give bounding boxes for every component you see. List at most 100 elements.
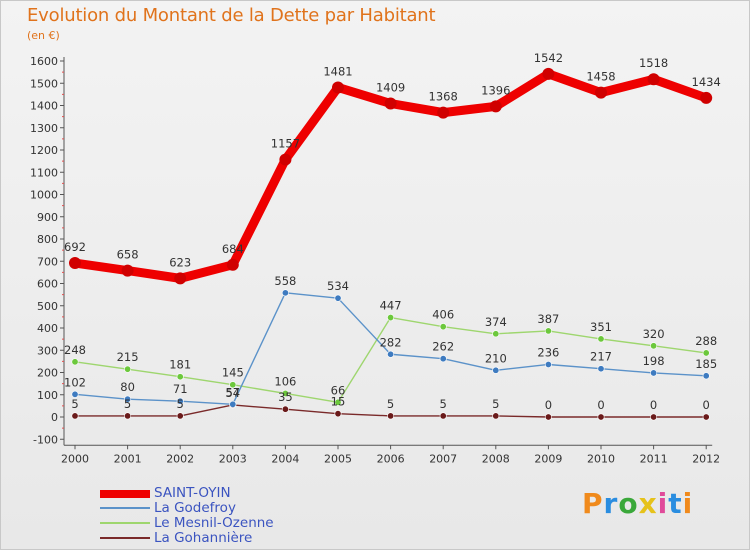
data-label: 1409 [376, 80, 405, 94]
data-label: 236 [537, 345, 559, 359]
y-tick-label: 800 [37, 233, 58, 246]
data-point [279, 153, 292, 166]
data-point [702, 349, 710, 357]
chart-title: Evolution du Montant de la Dette par Hab… [27, 5, 436, 26]
logo-letter: x [638, 487, 658, 520]
data-label: 145 [222, 366, 244, 380]
data-point [439, 323, 447, 331]
data-label: 185 [695, 357, 717, 371]
y-tick-label: 200 [37, 367, 58, 380]
data-point [69, 257, 81, 270]
x-tick-label: 2001 [114, 452, 142, 465]
data-label: 71 [173, 382, 188, 396]
data-point [334, 398, 342, 406]
data-point [124, 412, 132, 420]
logo-letter: P [582, 487, 604, 520]
x-tick-label: 2009 [534, 452, 562, 465]
logo-letter: i [657, 487, 669, 520]
data-label: 558 [274, 274, 296, 288]
data-label: 0 [650, 398, 657, 412]
data-point [700, 91, 713, 104]
data-point [174, 272, 187, 285]
data-point [647, 73, 660, 86]
data-point [281, 405, 289, 413]
data-point [124, 395, 132, 403]
data-point [492, 330, 500, 338]
data-point [702, 372, 710, 380]
legend-swatch [100, 522, 150, 524]
data-label: 80 [120, 380, 135, 394]
data-label: 288 [695, 334, 717, 348]
data-label: 692 [64, 240, 86, 254]
data-point [71, 358, 79, 366]
data-point [702, 413, 710, 421]
data-point [650, 369, 658, 377]
data-point [387, 314, 395, 322]
data-label: 248 [64, 343, 86, 357]
data-label: 351 [590, 320, 612, 334]
data-point [387, 350, 395, 358]
data-point [597, 365, 605, 373]
data-label: 320 [643, 327, 665, 341]
y-tick-label: 1400 [30, 100, 58, 113]
data-point [121, 264, 134, 277]
y-tick-label: 100 [37, 389, 58, 402]
data-label: 1518 [639, 56, 668, 70]
x-tick-label: 2010 [587, 452, 615, 465]
y-tick-label: 700 [37, 255, 58, 268]
data-label: 282 [380, 335, 402, 349]
data-point [439, 412, 447, 420]
data-point [281, 389, 289, 397]
logo-letter: r [603, 487, 619, 520]
data-point [439, 355, 447, 363]
x-tick-label: 2012 [692, 452, 720, 465]
data-point [544, 327, 552, 335]
data-label: 1481 [323, 64, 352, 78]
data-label: 5 [177, 397, 184, 411]
data-label: 15 [331, 395, 346, 409]
x-tick-label: 2004 [271, 452, 299, 465]
data-label: 5 [124, 397, 131, 411]
data-label: 181 [169, 358, 191, 372]
y-tick-label: 0 [51, 411, 58, 424]
data-label: 406 [432, 308, 454, 322]
proxiti-logo: Proxiti [582, 487, 693, 520]
data-point [542, 67, 555, 80]
y-tick-label: 500 [37, 300, 58, 313]
x-tick-label: 2000 [61, 452, 89, 465]
x-tick-label: 2008 [482, 452, 510, 465]
data-label: 684 [222, 242, 244, 256]
data-label: 1434 [692, 75, 721, 89]
data-label: 57 [225, 385, 240, 399]
data-point [544, 360, 552, 368]
y-tick-label: 1300 [30, 122, 58, 135]
y-tick-label: 900 [37, 211, 58, 224]
legend-label: La Godefroy [154, 500, 236, 516]
y-tick-label: 600 [37, 278, 58, 291]
data-point [597, 335, 605, 343]
chart-subtitle: (en €) [27, 29, 60, 42]
data-point [332, 81, 344, 94]
data-label: 1157 [271, 137, 300, 151]
data-label: 387 [537, 312, 559, 326]
y-tick-label: 1200 [30, 144, 58, 157]
data-point [492, 412, 500, 420]
data-label: 217 [590, 350, 612, 364]
legend-swatch [100, 537, 150, 539]
logo-letter: o [618, 487, 639, 520]
data-label: 210 [485, 351, 507, 365]
data-point [281, 289, 289, 297]
data-label: 198 [643, 354, 665, 368]
y-tick-label: 1600 [30, 55, 58, 68]
data-label: 66 [331, 383, 346, 397]
data-point [334, 294, 342, 302]
x-tick-label: 2007 [429, 452, 457, 465]
data-label: 623 [169, 255, 191, 269]
y-tick-label: -100 [33, 433, 58, 446]
data-label: 5 [71, 397, 78, 411]
data-point [71, 390, 79, 398]
data-point [71, 412, 79, 420]
data-point [387, 412, 395, 420]
data-label: 54 [225, 386, 240, 400]
data-point [229, 381, 237, 389]
